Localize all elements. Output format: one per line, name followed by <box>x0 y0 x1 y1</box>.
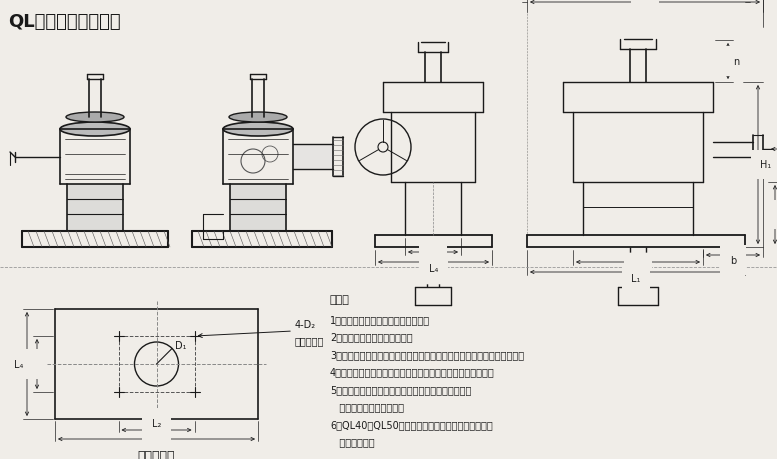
Text: 说明：: 说明： <box>330 294 350 304</box>
Text: 4-D₂: 4-D₂ <box>295 319 316 329</box>
Ellipse shape <box>66 113 124 123</box>
Text: L₃: L₃ <box>428 253 437 263</box>
Text: 3、电动式启闭机用户可要求配带高度计（电子式或机械式，用户选购）。: 3、电动式启闭机用户可要求配带高度计（电子式或机械式，用户选购）。 <box>330 349 524 359</box>
Text: L₃: L₃ <box>24 359 33 369</box>
Text: QL型手电两用启闭机: QL型手电两用启闭机 <box>8 13 120 31</box>
Text: 1、去掉电器部分即为手动式启闭机。: 1、去掉电器部分即为手动式启闭机。 <box>330 314 430 325</box>
Text: L₂: L₂ <box>152 418 161 428</box>
Text: b: b <box>730 256 736 265</box>
Text: 置（下同）。: 置（下同）。 <box>330 437 375 447</box>
Ellipse shape <box>223 123 293 137</box>
Text: 5、有要求可配机械式过程过载保护装置或电子式过载: 5、有要求可配机械式过程过载保护装置或电子式过载 <box>330 384 472 394</box>
Text: 6、QL40、QL50型启闭机，无水平方向中间两地脚布: 6、QL40、QL50型启闭机，无水平方向中间两地脚布 <box>330 419 493 429</box>
Text: L₁: L₁ <box>631 274 641 283</box>
Text: 4、用户要求时可配手电互锁机构或螺杆防尘罩（用户选购）。: 4、用户要求时可配手电互锁机构或螺杆防尘罩（用户选购）。 <box>330 367 495 377</box>
Text: L₄: L₄ <box>429 263 438 274</box>
Text: H₁: H₁ <box>761 160 772 170</box>
Text: 二期预留孔: 二期预留孔 <box>295 335 324 345</box>
Text: 2、大吨位启闭机配有电控箱。: 2、大吨位启闭机配有电控箱。 <box>330 332 413 342</box>
Text: n: n <box>733 57 739 67</box>
Text: L₆: L₆ <box>640 0 650 2</box>
Bar <box>230 185 286 231</box>
Text: L₁: L₁ <box>152 427 161 437</box>
Ellipse shape <box>60 123 130 137</box>
Bar <box>293 145 333 170</box>
Text: L₄: L₄ <box>14 359 23 369</box>
Text: 基础布置图: 基础布置图 <box>138 449 176 459</box>
Bar <box>67 185 123 231</box>
Text: D₁: D₁ <box>175 340 186 350</box>
Ellipse shape <box>229 113 287 123</box>
Text: 保护装置（用户选购）。: 保护装置（用户选购）。 <box>330 402 404 412</box>
Text: L₂: L₂ <box>633 263 643 274</box>
